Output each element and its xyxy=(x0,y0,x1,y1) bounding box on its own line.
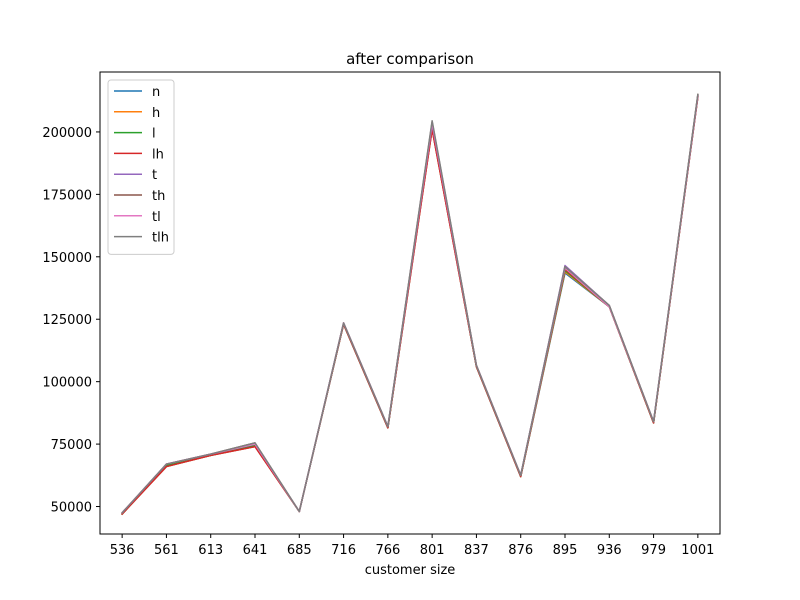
legend: nhl lh t th tl tlh xyxy=(107,79,175,255)
legend-box xyxy=(107,79,175,255)
x-tick-label-641: 641 xyxy=(243,543,268,558)
legend-label-t: t xyxy=(152,168,157,183)
y-tick-label-175000: 175000 xyxy=(42,188,92,203)
axes-frame xyxy=(99,71,721,535)
x-axis-label: customer size xyxy=(365,563,456,578)
legend-label-l: l xyxy=(152,127,156,142)
y-tick-label-100000: 100000 xyxy=(42,376,92,391)
x-tick-label-936: 936 xyxy=(597,543,622,558)
series-line-tlh xyxy=(121,93,699,514)
y-tick-label-75000: 75000 xyxy=(51,438,92,453)
x-tick-label-766: 766 xyxy=(375,543,400,558)
x-tick-label-895: 895 xyxy=(553,543,578,558)
x-tick-label-536: 536 xyxy=(110,543,135,558)
y-tick-label-150000: 150000 xyxy=(42,251,92,266)
x-tick-label-685: 685 xyxy=(287,543,312,558)
y-tick-label-200000: 200000 xyxy=(42,126,92,141)
y-tick-label-50000: 50000 xyxy=(51,501,92,516)
legend-label-tl: tl xyxy=(152,210,161,225)
x-tick-label-1001: 1001 xyxy=(681,543,714,558)
x-tick-label-876: 876 xyxy=(508,543,533,558)
chart-title: after comparison xyxy=(346,50,474,68)
x-tick-label-716: 716 xyxy=(331,543,356,558)
y-tick-label-125000: 125000 xyxy=(42,313,92,328)
x-tick-label-801: 801 xyxy=(420,543,445,558)
x-tick-label-837: 837 xyxy=(464,543,489,558)
x-tick-label-979: 979 xyxy=(641,543,666,558)
plot-area: 536 561 613 641 685 716 766 801 837 876 895 936 979 1… xyxy=(42,71,721,558)
x-tick-label-561: 561 xyxy=(154,543,179,558)
legend-label-th: th xyxy=(152,189,165,204)
legend-label-h: h xyxy=(152,106,160,121)
legend-label-tlh: tlh xyxy=(152,231,169,246)
x-tick-label-613: 613 xyxy=(198,543,223,558)
legend-label-lh: lh xyxy=(152,147,164,162)
legend-label-n: n xyxy=(152,85,160,100)
